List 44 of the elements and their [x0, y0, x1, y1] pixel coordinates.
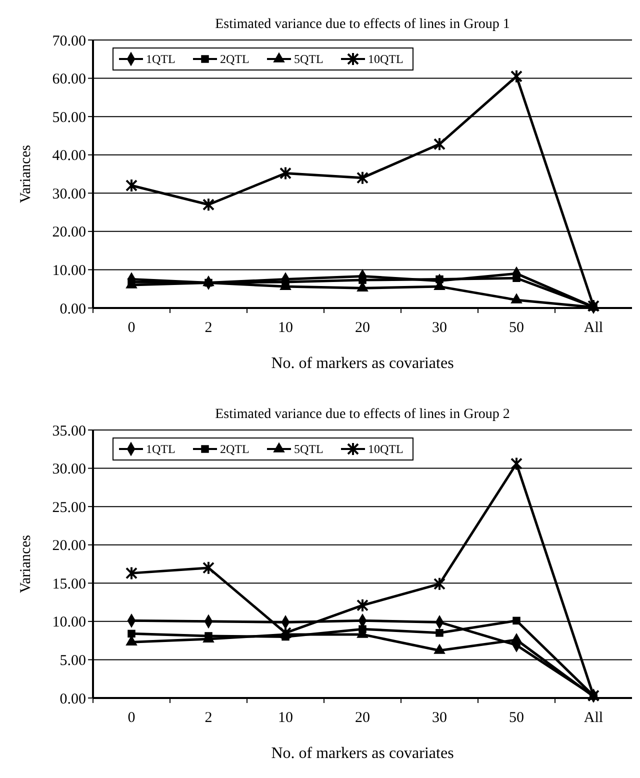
- x-tick-label: 0: [128, 320, 136, 336]
- x-tick-label: 30: [432, 710, 447, 726]
- y-tick-label: 25.00: [52, 500, 86, 516]
- legend-label: 5QTL: [294, 52, 324, 66]
- chart-title: Estimated variance due to effects of lines in Group 2: [215, 407, 510, 422]
- y-tick-label: 30.00: [52, 186, 86, 202]
- y-tick-label: 60.00: [52, 72, 86, 88]
- y-tick-label: 10.00: [52, 262, 86, 279]
- y-tick-label: 40.00: [52, 148, 86, 164]
- legend-label: 5QTL: [294, 442, 324, 456]
- x-tick-label: 10: [278, 320, 293, 336]
- x-tick-label: 0: [128, 710, 136, 726]
- legend-label: 2QTL: [220, 52, 250, 66]
- y-axis-title: Variances: [18, 144, 34, 204]
- x-tick-label: 2: [204, 320, 212, 336]
- y-tick-label: 0.00: [60, 691, 86, 708]
- y-tick-label: 50.00: [52, 110, 86, 126]
- y-tick-label: 30.00: [52, 462, 86, 478]
- y-tick-label: 20.00: [52, 224, 86, 241]
- x-tick-label: 20: [355, 320, 370, 336]
- x-tick-label: All: [584, 320, 604, 336]
- y-tick-label: 5.00: [60, 652, 86, 669]
- x-tick-label: 50: [509, 710, 524, 726]
- x-tick-label: All: [584, 710, 604, 726]
- x-tick-label: 30: [432, 320, 447, 336]
- legend-label: 10QTL: [368, 52, 404, 66]
- y-tick-label: 20.00: [52, 538, 86, 554]
- legend-label: 1QTL: [146, 442, 176, 456]
- x-tick-label: 20: [355, 710, 370, 726]
- x-tick-label: 2: [204, 710, 212, 726]
- y-tick-label: 10.00: [52, 614, 86, 631]
- y-tick-label: 70.00: [52, 33, 86, 50]
- legend-label: 1QTL: [146, 52, 176, 66]
- x-axis-title: No. of markers as covariates: [271, 355, 454, 372]
- x-tick-label: 10: [278, 710, 293, 726]
- y-axis-title: Variances: [18, 534, 34, 594]
- y-tick-label: 35.00: [52, 423, 86, 440]
- legend-label: 2QTL: [220, 442, 250, 456]
- chart-title: Estimated variance due to effects of lines in Group 1: [215, 17, 510, 32]
- x-tick-label: 50: [509, 320, 524, 336]
- x-axis-title: No. of markers as covariates: [271, 745, 454, 762]
- legend-label: 10QTL: [368, 442, 404, 456]
- y-tick-label: 15.00: [52, 576, 86, 592]
- y-tick-label: 0.00: [60, 301, 86, 318]
